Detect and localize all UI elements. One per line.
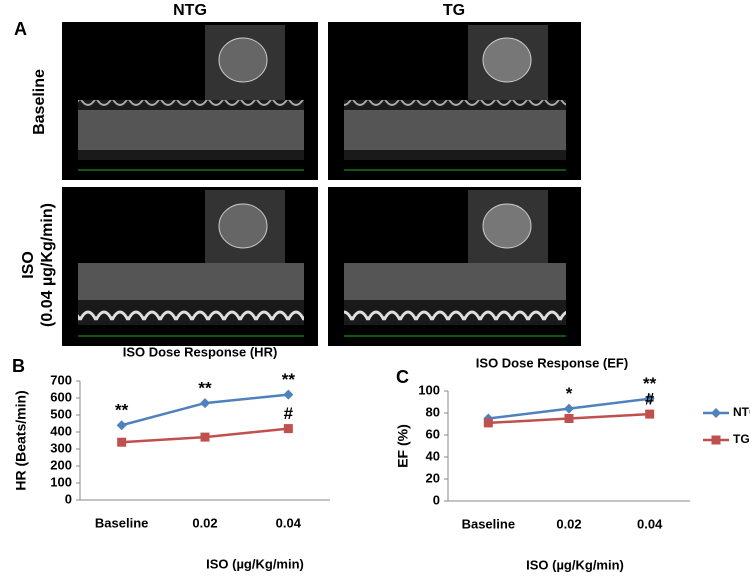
chart-title: ISO Dose Response (EF) [476,355,628,370]
y-tick-label: 100 [50,474,72,489]
marker [283,389,294,400]
echo-ntg-iso [62,187,318,346]
panel-label: A [14,19,27,39]
y-tick-label: 200 [50,457,72,472]
x-tick-label: Baseline [462,516,515,531]
annotation: # [645,390,655,409]
legend-label: NTG (n:4) [733,405,750,419]
marker [564,414,574,423]
y-tick-label: 0 [65,491,72,506]
y-tick-label: 600 [50,389,72,404]
row-label: (0.04 µg/Kg/min) [39,203,56,327]
echo-tg-baseline [328,22,581,180]
column-label: TG [443,2,465,19]
annotation: ** [115,401,129,420]
y-tick-label: 100 [418,382,440,397]
chart-title: ISO Dose Response (HR) [123,344,278,359]
marker [711,408,721,418]
marker [645,409,655,419]
annotation: ** [282,370,296,389]
y-axis-label: EF (%) [395,424,411,468]
panel-label: C [396,367,409,387]
y-tick-label: 20 [426,470,440,485]
y-tick-label: 700 [50,372,72,387]
column-label: NTG [173,2,207,19]
x-tick-label: 0.04 [637,516,663,531]
x-tick-label: 0.04 [276,515,302,530]
marker [200,432,210,442]
x-axis-label: ISO (µg/Kg/min) [526,557,624,572]
marker [117,437,127,447]
row-label: ISO [20,251,37,279]
y-tick-label: 60 [426,426,440,441]
annotation: * [566,384,573,403]
panel-label: B [12,356,25,376]
annotation: ** [198,379,212,398]
marker [644,393,655,404]
x-tick-label: 0.02 [556,516,581,531]
marker [116,420,127,431]
y-tick-label: 80 [426,404,440,419]
annotation: # [284,404,294,423]
annotation: ** [643,374,657,393]
y-axis-label: HR (Beats/min) [13,390,29,490]
echo-tg-iso [328,187,581,346]
echo-ntg-baseline [62,22,318,180]
marker [711,435,721,445]
y-tick-label: 400 [50,423,72,438]
legend-label: TG (n:5) [733,432,750,446]
x-axis-label: ISO (µg/Kg/min) [206,556,304,571]
x-tick-label: 0.02 [192,515,217,530]
y-tick-label: 0 [433,492,440,507]
y-tick-label: 40 [426,448,440,463]
y-tick-label: 300 [50,440,72,455]
marker [283,424,293,434]
row-label: Baseline [31,69,48,135]
y-tick-label: 500 [50,406,72,421]
echo-images [62,22,581,346]
x-tick-label: Baseline [95,515,148,530]
marker [564,403,574,414]
marker [200,398,210,409]
marker [483,418,493,428]
